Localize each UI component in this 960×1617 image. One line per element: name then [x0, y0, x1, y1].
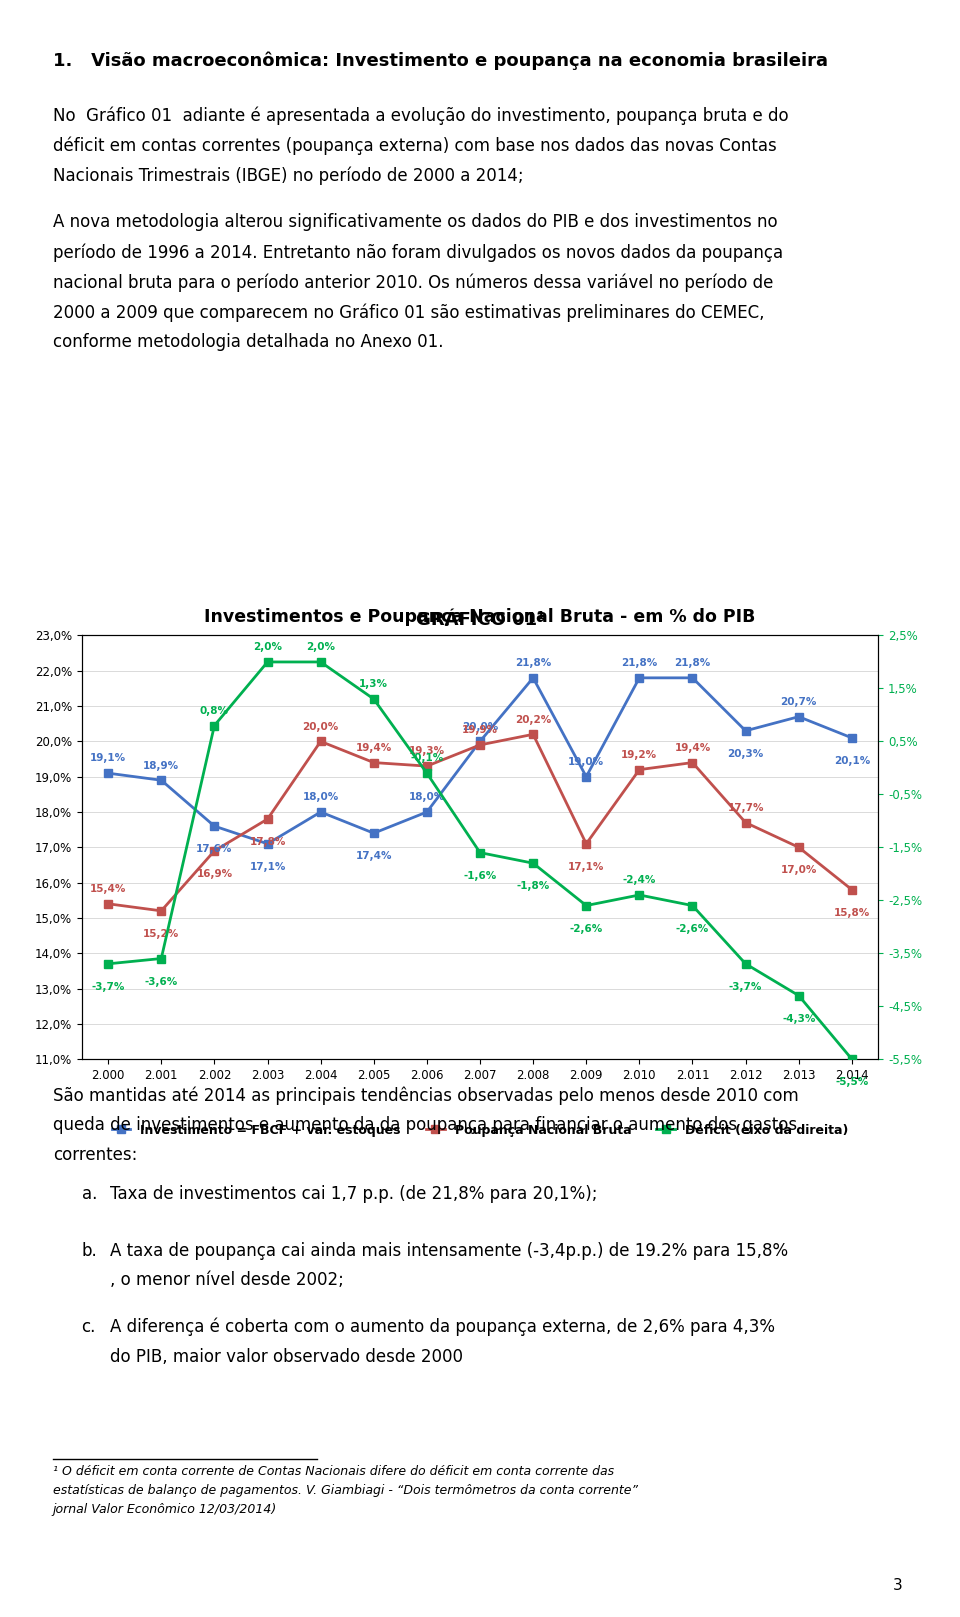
Text: ¹ O déficit em conta corrente de Contas Nacionais difere do déficit em conta cor: ¹ O déficit em conta corrente de Contas …: [53, 1465, 637, 1517]
Text: 1.   Visão macroeconômica: Investimento e poupança na economia brasileira: 1. Visão macroeconômica: Investimento e …: [53, 52, 828, 70]
Text: 17,1%: 17,1%: [250, 862, 286, 872]
Text: 15,4%: 15,4%: [90, 884, 127, 894]
Text: 21,8%: 21,8%: [621, 658, 658, 668]
Text: -4,3%: -4,3%: [782, 1014, 815, 1024]
Text: -0,1%: -0,1%: [410, 754, 444, 763]
Text: 19,3%: 19,3%: [409, 747, 444, 757]
Text: -2,6%: -2,6%: [569, 923, 603, 933]
Text: 20,0%: 20,0%: [302, 721, 339, 731]
Text: 17,7%: 17,7%: [728, 804, 764, 813]
Text: 21,8%: 21,8%: [674, 658, 710, 668]
Text: 18,0%: 18,0%: [409, 792, 445, 802]
Text: 18,0%: 18,0%: [302, 792, 339, 802]
Text: 20,0%: 20,0%: [462, 721, 498, 731]
Text: 0,8%: 0,8%: [200, 705, 228, 716]
Text: 19,4%: 19,4%: [674, 742, 710, 754]
Text: -1,8%: -1,8%: [516, 881, 550, 891]
Text: Taxa de investimentos cai 1,7 p.p. (de 21,8% para 20,1%);: Taxa de investimentos cai 1,7 p.p. (de 2…: [110, 1185, 598, 1203]
Text: 20,7%: 20,7%: [780, 697, 817, 707]
Text: São mantidas até 2014 as principais tendências observadas pelo menos desde 2010 : São mantidas até 2014 as principais tend…: [53, 1087, 799, 1164]
Text: 16,9%: 16,9%: [197, 868, 232, 880]
Text: 19,2%: 19,2%: [621, 750, 658, 760]
Text: 18,9%: 18,9%: [143, 760, 180, 771]
Text: 21,8%: 21,8%: [515, 658, 551, 668]
Text: GRÁFICO 01¹: GRÁFICO 01¹: [416, 611, 544, 629]
Text: A nova metodologia alterou significativamente os dados do PIB e dos investimento: A nova metodologia alterou significativa…: [53, 213, 783, 351]
Text: -2,4%: -2,4%: [623, 875, 656, 884]
Text: 20,2%: 20,2%: [515, 715, 551, 724]
Text: c.: c.: [82, 1318, 96, 1336]
Text: -1,6%: -1,6%: [464, 870, 496, 881]
Text: 20,1%: 20,1%: [833, 755, 870, 766]
Text: A diferença é coberta com o aumento da poupança externa, de 2,6% para 4,3%
do PI: A diferença é coberta com o aumento da p…: [110, 1318, 776, 1365]
Text: A taxa de poupança cai ainda mais intensamente (-3,4p.p.) de 19.2% para 15,8%
, : A taxa de poupança cai ainda mais intens…: [110, 1242, 788, 1289]
Text: 17,6%: 17,6%: [196, 844, 232, 854]
Text: 17,1%: 17,1%: [568, 862, 605, 872]
Text: -5,5%: -5,5%: [835, 1077, 869, 1087]
Text: -3,7%: -3,7%: [91, 982, 125, 991]
Text: 2,0%: 2,0%: [253, 642, 282, 652]
Text: 15,2%: 15,2%: [143, 928, 180, 939]
Text: a.: a.: [82, 1185, 97, 1203]
Text: 2,0%: 2,0%: [306, 642, 335, 652]
Text: 17,0%: 17,0%: [780, 865, 817, 875]
Text: 3: 3: [893, 1578, 902, 1593]
Text: -2,6%: -2,6%: [676, 923, 709, 933]
Text: 19,9%: 19,9%: [462, 724, 498, 736]
Text: -3,6%: -3,6%: [145, 977, 178, 986]
Text: 17,8%: 17,8%: [250, 838, 286, 847]
Text: 17,4%: 17,4%: [355, 851, 392, 862]
Text: 15,8%: 15,8%: [833, 907, 870, 918]
Text: 20,3%: 20,3%: [728, 749, 764, 758]
Text: 19,1%: 19,1%: [90, 754, 126, 763]
Title: Investimentos e Poupança Nacional Bruta - em % do PIB: Investimentos e Poupança Nacional Bruta …: [204, 608, 756, 626]
Text: 19,0%: 19,0%: [568, 757, 604, 766]
Text: 19,4%: 19,4%: [355, 742, 392, 754]
Legend: Investimento = FBCF + var. estoques, Poupança Nacional Bruta, Déficit (eixo da d: Investimento = FBCF + var. estoques, Pou…: [107, 1119, 853, 1142]
Text: -3,7%: -3,7%: [729, 982, 762, 991]
Text: No  Gráfico 01  adiante é apresentada a evolução do investimento, poupança bruta: No Gráfico 01 adiante é apresentada a ev…: [53, 107, 788, 186]
Text: b.: b.: [82, 1242, 97, 1260]
Text: 1,3%: 1,3%: [359, 679, 388, 689]
